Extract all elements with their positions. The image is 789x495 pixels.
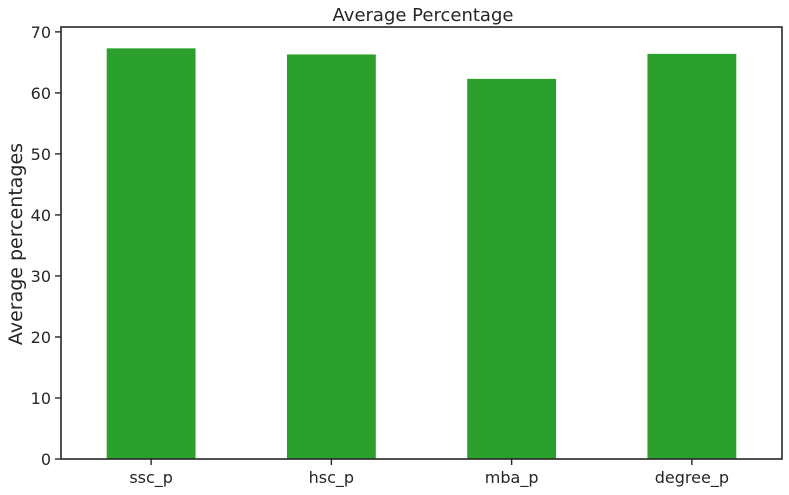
plot-frame bbox=[60, 26, 783, 460]
y-tick-label: 40 bbox=[31, 206, 51, 225]
y-tick-label: 70 bbox=[31, 23, 51, 42]
y-tick-label: 50 bbox=[31, 145, 51, 164]
x-tick-label: mba_p bbox=[485, 468, 539, 488]
bar-ssc-p bbox=[106, 48, 196, 460]
y-axis-ticks: 0 10 20 30 40 50 60 70 bbox=[31, 23, 61, 469]
y-tick-label: 60 bbox=[31, 84, 51, 103]
y-tick-label: 30 bbox=[31, 267, 51, 286]
bar-mba-p bbox=[467, 78, 557, 459]
x-tick-label: degree_p bbox=[655, 468, 729, 488]
y-tick-label: 0 bbox=[41, 450, 51, 469]
chart-title: Average Percentage bbox=[333, 5, 514, 26]
x-tick-label: ssc_p bbox=[129, 468, 173, 488]
y-tick-label: 10 bbox=[31, 389, 51, 408]
x-axis-ticks: ssc_p hsc_p mba_p degree_p bbox=[129, 459, 729, 488]
bar-hsc-p bbox=[286, 54, 376, 459]
y-tick-label: 20 bbox=[31, 328, 51, 347]
y-axis-title: Average percentages bbox=[5, 143, 27, 345]
bar-degree-p bbox=[647, 53, 737, 459]
bars-group bbox=[106, 48, 737, 460]
x-tick-label: hsc_p bbox=[309, 468, 354, 488]
